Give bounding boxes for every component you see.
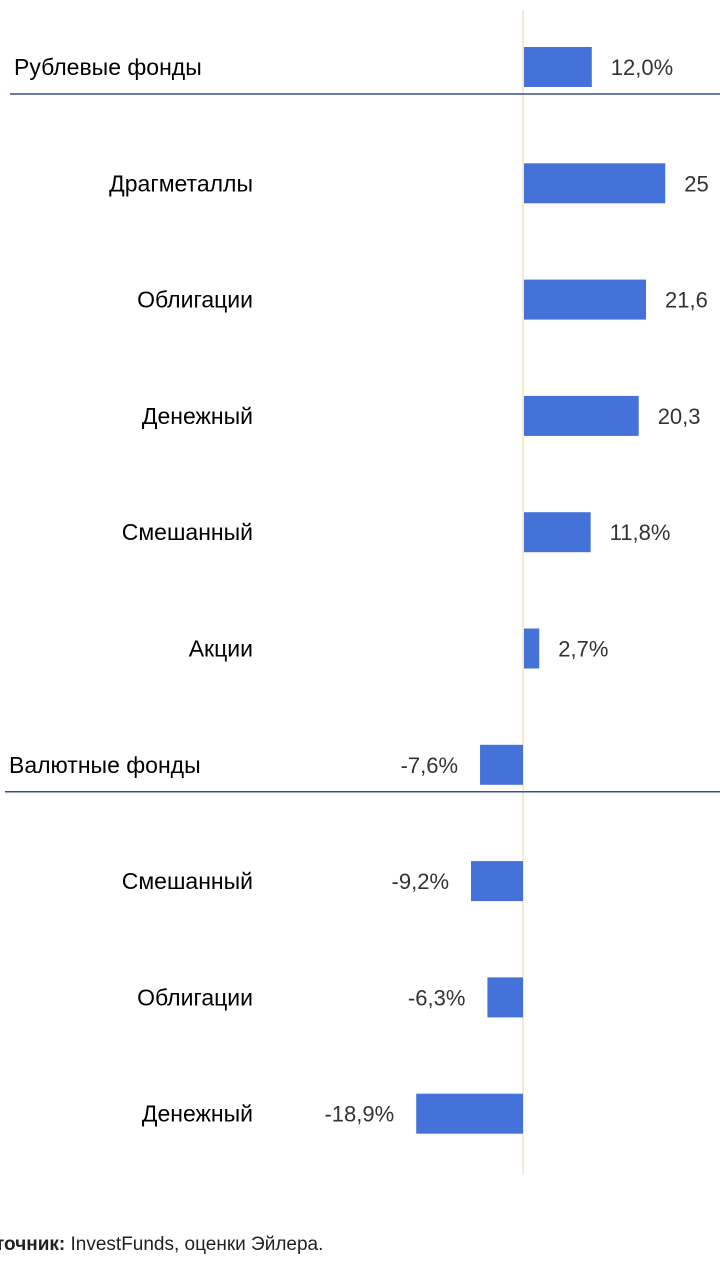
value-label-3: 21,6	[665, 288, 708, 313]
category-label-3: Облигации	[137, 287, 253, 313]
value-label-9: -6,3%	[408, 985, 465, 1010]
bar-10	[416, 1093, 523, 1134]
bar-9	[487, 977, 523, 1018]
bar-8	[471, 861, 523, 902]
category-label-10: Денежный	[142, 1101, 253, 1127]
bar-3	[524, 279, 647, 320]
value-label-7: -7,6%	[401, 753, 458, 778]
category-label-1: Рублевые фонды	[14, 54, 202, 80]
bar-6	[524, 628, 540, 669]
category-label-9: Облигации	[137, 984, 253, 1010]
category-label-2: Драгметаллы	[109, 170, 253, 196]
bar-1	[524, 47, 592, 87]
bar-4	[524, 395, 639, 436]
category-label-8: Смешанный	[122, 868, 253, 894]
category-label-6: Акции	[189, 636, 253, 662]
bar-2	[524, 163, 666, 204]
source-label: точник:	[0, 1234, 66, 1255]
value-label-5: 11,8%	[610, 520, 671, 545]
bar-5	[524, 512, 591, 553]
value-label-2: 25	[684, 171, 708, 196]
category-label-5: Смешанный	[122, 519, 253, 545]
bar-7	[480, 744, 523, 785]
source-text: InvestFunds, оценки Эйлера.	[65, 1234, 324, 1255]
value-label-1: 12,0%	[611, 55, 673, 80]
value-label-8: -9,2%	[392, 869, 449, 894]
value-label-4: 20,3	[658, 404, 701, 429]
category-label-4: Денежный	[142, 403, 253, 429]
value-label-10: -18,9%	[324, 1102, 394, 1127]
value-label-6: 2,7%	[558, 637, 608, 662]
category-label-7: Валютные фонды	[9, 752, 201, 778]
source-note: точник: InvestFunds, оценки Эйлера.	[0, 1234, 323, 1256]
